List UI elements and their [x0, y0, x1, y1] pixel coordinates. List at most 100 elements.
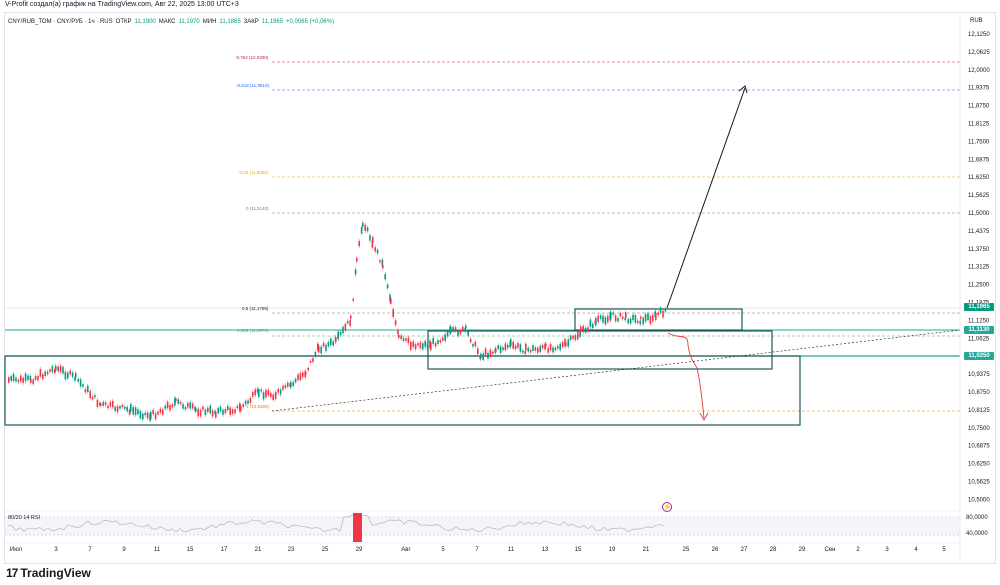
candle-body [87, 385, 89, 393]
candle-body [349, 320, 351, 327]
chart-area[interactable] [4, 12, 996, 564]
candle-body [430, 342, 432, 351]
candle-body [492, 351, 494, 354]
range-box-large[interactable] [4, 355, 801, 426]
time-axis-label: 15 [187, 547, 194, 553]
candle-body [525, 343, 527, 351]
candle-body [67, 372, 69, 379]
candle-body [552, 347, 554, 353]
candle-body [384, 274, 386, 280]
candle-body [177, 399, 179, 404]
candle-body [12, 373, 15, 382]
bearish-projection-arrow[interactable] [667, 332, 705, 419]
candle-body [128, 409, 131, 415]
candle-body [539, 345, 541, 352]
candle-body [584, 327, 587, 333]
candle-body [469, 338, 472, 343]
candle-body [477, 348, 479, 355]
candle-body [154, 413, 157, 420]
candle-body [465, 325, 467, 329]
candle-body [142, 413, 144, 420]
candle-body [464, 327, 466, 332]
candle-body [209, 405, 211, 414]
trend-line[interactable] [271, 329, 961, 412]
candle-body [400, 335, 402, 340]
symbol-legend: CNY/RUB_TOM · CNY/РУБ · 1ч · RUS ОТКР 11,… [8, 19, 334, 25]
rsi-line [7, 514, 665, 533]
fib-label: 0,618 (11,0970) [237, 328, 269, 333]
time-axis-label: Сен [825, 547, 836, 553]
candle-body [426, 342, 429, 351]
candle-body [372, 237, 374, 244]
price-axis-label: 11,6250 [968, 175, 990, 181]
candle-body [100, 403, 102, 407]
candle-body [325, 344, 327, 351]
fib-label: -0,618 (11,9510) [236, 83, 269, 88]
rsi-axis-label: 80,0000 [966, 515, 988, 521]
low-label: МИН [202, 19, 217, 25]
price-axis[interactable]: 12,1250 12,0625 12,0000 11,9375 11,8750 11,81… [968, 32, 990, 503]
candle-body [450, 326, 452, 334]
candle-body [424, 340, 426, 347]
candle-body [402, 338, 405, 341]
candle-body [599, 315, 602, 319]
candle-body [532, 345, 534, 351]
candle-body [175, 398, 177, 401]
candle-body [8, 377, 10, 383]
bullish-projection-arrow[interactable] [666, 87, 746, 309]
candle-body [412, 341, 414, 348]
arrow-head-icon [699, 412, 709, 421]
candle-body [307, 367, 309, 371]
range-box-middle[interactable] [427, 330, 773, 370]
candle-body [354, 269, 357, 275]
rsi-indicator-label[interactable]: 80/20 14 RSI [8, 515, 41, 521]
candle-body [366, 227, 369, 232]
price-axis-label: 12,0625 [968, 50, 990, 56]
candle-body [239, 403, 241, 412]
candle-body [642, 317, 644, 325]
candle-body [30, 379, 32, 383]
candle-body [215, 411, 217, 418]
arrow-head-icon [738, 85, 748, 94]
candle-body [204, 409, 207, 416]
candle-body [252, 391, 254, 397]
candle-body [659, 307, 662, 313]
candle-body [309, 360, 312, 363]
candle-body [386, 284, 389, 289]
candle-body [512, 341, 514, 349]
price-axis-label: 10,5625 [968, 480, 990, 486]
candle-body [267, 389, 270, 396]
candle-body [454, 327, 457, 332]
candle-body [632, 314, 634, 321]
candle-body [462, 326, 464, 330]
level-price-tag: 11,1130 [964, 326, 994, 334]
time-axis-label: 11 [508, 547, 515, 553]
candle-body [662, 310, 664, 318]
symbol-name[interactable]: CNY/RUB_TOM · CNY/РУБ · 1ч · RUS [8, 19, 113, 25]
price-axis-label: 11,3125 [968, 265, 990, 271]
candle-body [77, 378, 79, 382]
candle-body [29, 375, 32, 381]
candle-body [405, 338, 407, 341]
candle-body [166, 401, 169, 409]
time-axis[interactable]: Июл 3 7 9 11 15 17 21 23 25 29 Авг 5 7 11 13 15 19 21 25 26 2… [10, 547, 946, 553]
candle-body [614, 315, 617, 322]
candle-body [240, 406, 242, 412]
lightning-icon[interactable]: ⚡ [662, 502, 672, 512]
candle-body [664, 308, 667, 312]
range-box-top[interactable] [574, 308, 743, 331]
candle-body [312, 358, 314, 363]
candle-body [64, 371, 67, 380]
candle-body [59, 365, 62, 373]
candle-body [94, 395, 96, 398]
candle-body [24, 373, 27, 382]
candle-body [279, 389, 282, 395]
time-axis-label: 25 [683, 547, 690, 553]
candle-body [417, 343, 419, 346]
price-axis-label: 11,7500 [968, 139, 990, 145]
high-value: 11,1970 [178, 19, 200, 25]
candle-body [655, 312, 657, 320]
price-axis-label: 11,5000 [968, 211, 990, 217]
candle-body [299, 372, 302, 381]
